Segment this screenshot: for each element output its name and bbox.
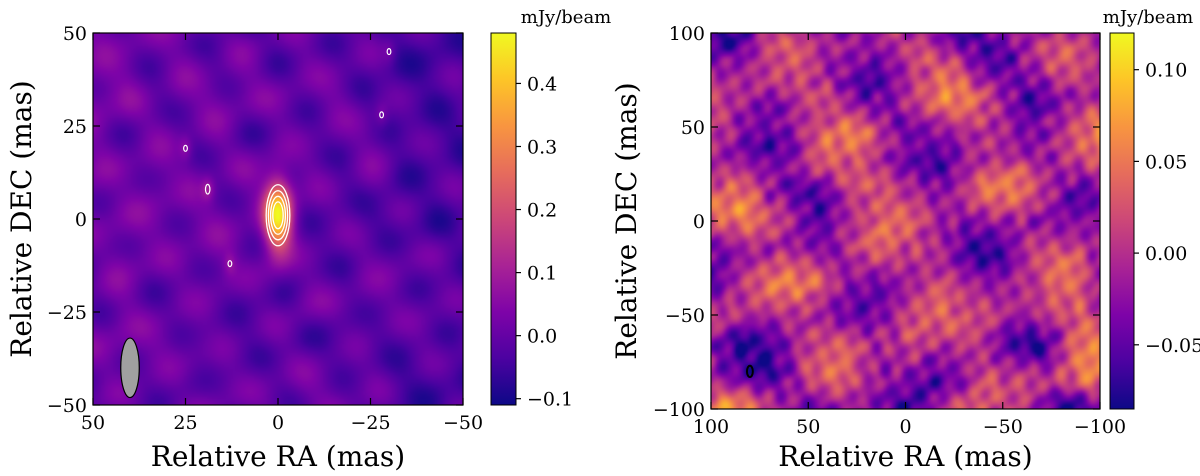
colorbar-tick-label: 0.00 (1145, 243, 1187, 265)
x-tick-label: 25 (173, 412, 197, 434)
x-tick-label: −50 (983, 416, 1023, 438)
y-tick-label: 50 (63, 23, 87, 45)
contour-core (267, 190, 289, 241)
colorbar-tick-label: 0.0 (527, 326, 557, 348)
colorbar-unit-label: mJy/beam (521, 7, 612, 28)
x-tick-label: 0 (899, 416, 911, 438)
y-tick-label: 0 (75, 209, 87, 231)
axes-layer (92, 32, 1139, 410)
y-tick-label: −100 (653, 399, 705, 421)
colorbar-tick-label: 0.3 (527, 136, 557, 158)
y-axis-label: Relative DEC (mas) (5, 80, 38, 357)
colorbar-tick-label: 0.05 (1145, 151, 1187, 173)
y-tick-label: 50 (681, 117, 705, 139)
colorbar-tick-label: 0.4 (527, 73, 557, 95)
x-axis-label: Relative RA (mas) (151, 440, 405, 473)
beam-ellipse (745, 364, 754, 379)
colorbar (1109, 32, 1135, 410)
colorbar-tick-label: 0.1 (527, 263, 557, 285)
contour-knot-1 (183, 144, 188, 152)
colorbar-tick-label: −0.05 (1145, 335, 1200, 357)
intensity-image-panel-1 (93, 33, 463, 405)
overlay-layer (120, 48, 754, 399)
colorbar-tick-label: 0.2 (527, 200, 557, 222)
y-tick-label: −50 (47, 395, 87, 417)
contour-knot-4 (379, 111, 385, 119)
y-tick-label: 0 (693, 211, 705, 233)
y-tick-label: −25 (47, 302, 87, 324)
y-axis-label: Relative DEC (mas) (610, 82, 643, 359)
image-layer (93, 33, 1100, 409)
x-tick-label: 100 (693, 416, 729, 438)
colorbar (490, 32, 517, 406)
x-tick-label: 0 (272, 412, 284, 434)
intensity-image-panel-2 (711, 33, 1100, 409)
x-tick-label: 50 (796, 416, 820, 438)
colorbar-tick-label: −0.1 (527, 389, 573, 411)
contour-core (272, 201, 284, 230)
beam-ellipse (120, 337, 140, 399)
x-tick-label: −25 (350, 412, 390, 434)
x-tick-label: −100 (1074, 416, 1126, 438)
y-tick-label: 100 (669, 23, 705, 45)
x-tick-label: 50 (81, 412, 105, 434)
x-tick-label: −50 (443, 412, 483, 434)
contour-knot-5 (386, 48, 392, 56)
contour-knot-3 (227, 260, 233, 268)
y-tick-label: −50 (665, 305, 705, 327)
colorbar-tick-label: 0.10 (1145, 60, 1187, 82)
contour-core (269, 195, 287, 235)
x-axis-label: Relative RA (mas) (778, 440, 1032, 473)
y-tick-label: 25 (63, 116, 87, 138)
contour-knot-2 (204, 183, 211, 195)
contour-core (265, 184, 291, 247)
colorbar-unit-label: mJy/beam (1103, 7, 1194, 28)
